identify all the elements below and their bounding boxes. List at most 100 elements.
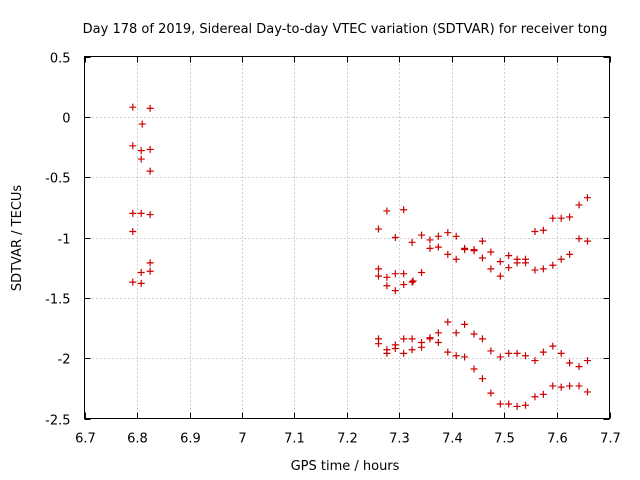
data-point-marker (531, 393, 539, 401)
data-point-marker (513, 349, 521, 357)
data-point-marker (566, 213, 574, 221)
data-point-marker (146, 104, 154, 112)
data-point-marker (461, 320, 469, 328)
data-point-marker (444, 229, 452, 237)
data-point-marker (575, 382, 583, 390)
data-point-marker (383, 349, 391, 357)
data-point-marker (383, 207, 391, 215)
data-point-marker (146, 167, 154, 175)
data-point-marker (496, 258, 504, 266)
data-point-marker (129, 103, 137, 111)
data-point-marker (137, 209, 145, 217)
data-point-marker (418, 268, 426, 276)
x-axis-label: GPS time / hours (291, 459, 400, 474)
data-point-marker (478, 375, 486, 383)
data-point-marker (487, 265, 495, 273)
data-point-marker (505, 400, 513, 408)
data-point-marker (137, 279, 145, 287)
data-point-marker (444, 348, 452, 356)
data-point-marker (522, 401, 529, 409)
data-point-marker (452, 232, 460, 240)
data-point-marker (375, 272, 382, 280)
data-point-marker (549, 342, 557, 350)
data-point-marker (539, 348, 547, 356)
data-point-marker (513, 259, 521, 267)
data-point-marker (583, 237, 591, 245)
data-point-marker (391, 341, 399, 349)
data-point-marker (505, 264, 513, 272)
x-tick-label: 7.6 (547, 432, 568, 447)
data-point-marker (539, 265, 547, 273)
y-tick-label: -0.5 (45, 172, 70, 187)
data-point-marker (575, 201, 583, 209)
data-point-marker (375, 340, 382, 348)
data-point-marker (418, 338, 426, 346)
data-point-marker (505, 252, 513, 260)
data-point-marker (400, 349, 408, 357)
data-point-marker (487, 389, 495, 397)
data-point-marker (531, 227, 539, 235)
data-point-marker (583, 194, 591, 202)
data-point-marker (539, 226, 547, 234)
data-point-marker (137, 268, 145, 276)
data-point-marker (146, 267, 154, 275)
data-point-marker (513, 402, 521, 410)
x-tick-label: 6.7 (75, 432, 96, 447)
data-point-marker (408, 335, 416, 343)
data-point-marker (478, 254, 486, 262)
x-tick-label: 7.7 (600, 432, 621, 447)
data-point-marker (408, 238, 416, 246)
data-point-marker (138, 120, 146, 128)
data-point-marker (549, 261, 557, 269)
data-point-marker (137, 155, 145, 163)
data-point-marker (375, 265, 382, 273)
data-point-marker (383, 282, 391, 290)
data-point-marker (557, 383, 565, 391)
y-axis-label: SDTVAR / TECUs (10, 185, 25, 292)
data-point-marker (496, 400, 504, 408)
x-tick-label: 7.3 (389, 432, 410, 447)
x-tick-label: 7 (238, 432, 246, 447)
data-point-marker (434, 232, 442, 240)
data-point-marker (478, 335, 486, 343)
data-point-marker (129, 278, 137, 286)
data-point-marker (505, 349, 513, 357)
data-point-marker (400, 335, 408, 343)
y-tick-label: -1.5 (45, 293, 70, 308)
data-point-marker (383, 273, 391, 281)
data-point-marker (583, 357, 591, 365)
data-point-marker (391, 270, 399, 278)
x-tick-label: 7.5 (494, 432, 515, 447)
axes: 6.7 6.8 6.9 7 7.1 7.2 7.3 7.4 7.5 7.6 7.7 0.5 0 -0.5 -… (45, 52, 621, 447)
data-point-marker (426, 236, 434, 244)
data-point-marker (129, 227, 137, 235)
data-point-marker (496, 353, 504, 361)
data-point-marker (391, 234, 399, 241)
x-tick-label: 6.8 (127, 432, 148, 447)
data-point-marker (434, 338, 442, 346)
data-point-marker (549, 214, 557, 222)
x-tick-label: 7.1 (284, 432, 305, 447)
data-point-marker (146, 211, 154, 219)
data-point-marker (557, 214, 565, 222)
data-point-marker (470, 247, 478, 255)
data-point-marker (146, 259, 154, 267)
data-point-marker (566, 250, 574, 258)
data-point-marker (487, 347, 495, 355)
data-point-marker (129, 142, 137, 150)
data-point-marker (557, 255, 565, 263)
data-point-marker (146, 145, 154, 153)
data-point-marker (426, 335, 434, 343)
y-tick-label: -2.5 (45, 414, 70, 429)
y-tick-label: 0 (62, 112, 70, 127)
data-point-marker (137, 147, 145, 155)
data-point-marker (391, 287, 399, 295)
data-point-marker (566, 359, 574, 367)
data-point-marker (583, 388, 591, 396)
data-point-marker (496, 272, 504, 280)
data-point-marker (470, 365, 478, 373)
data-point-marker (461, 244, 469, 252)
plot-frame (84, 56, 610, 419)
data-point-marker (531, 357, 539, 365)
x-tick-label: 7.2 (337, 432, 358, 447)
